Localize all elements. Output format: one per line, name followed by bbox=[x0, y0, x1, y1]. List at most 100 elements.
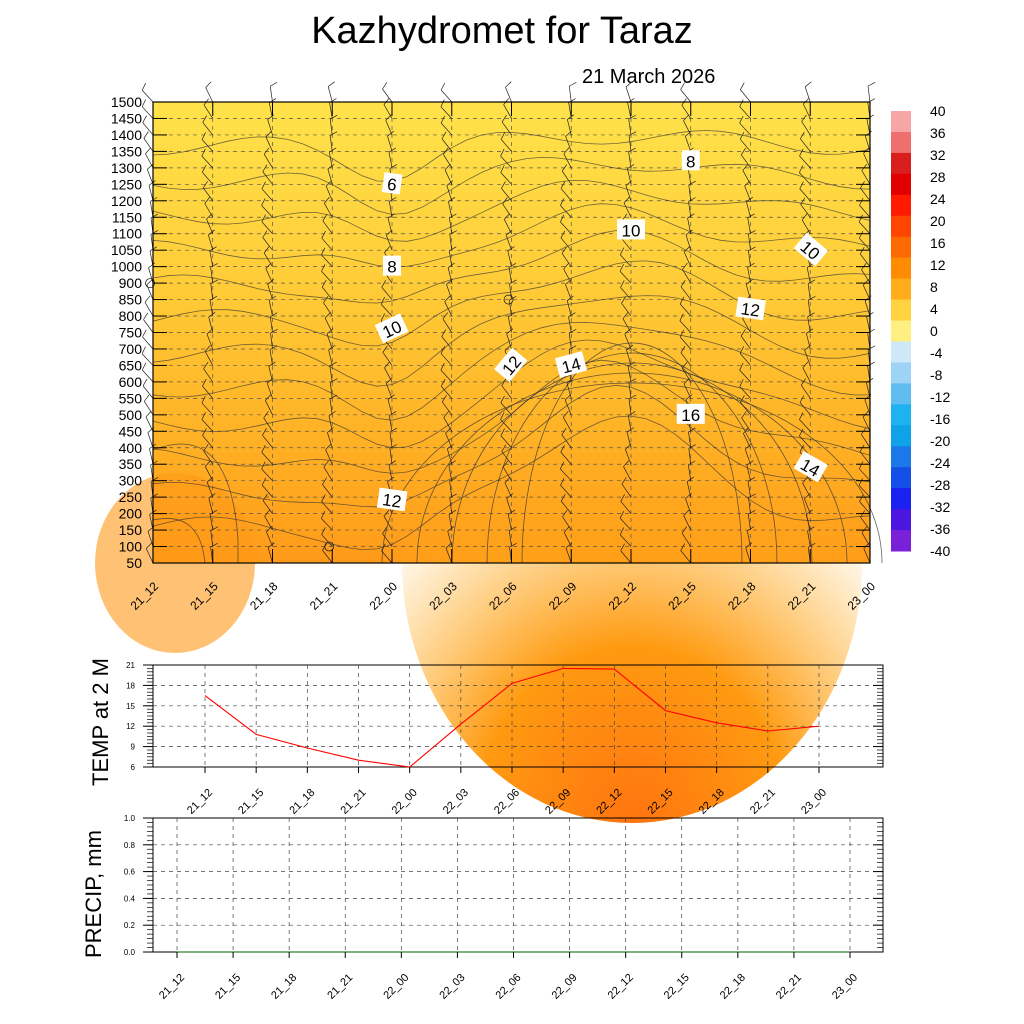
wind-barb-flag bbox=[208, 312, 216, 318]
wind-barb-flag bbox=[141, 99, 146, 107]
wind-barb-flag bbox=[800, 131, 805, 140]
wind-barb-shaft bbox=[801, 219, 811, 234]
y-tick-label: 0.4 bbox=[124, 894, 136, 903]
wind-barb-shaft bbox=[262, 435, 273, 448]
wind-barb-flag bbox=[321, 279, 327, 288]
wind-barb-shaft bbox=[448, 464, 453, 481]
wind-barb-shaft bbox=[627, 366, 632, 382]
y-tick-label: 250 bbox=[119, 489, 143, 505]
wind-barb-shaft bbox=[861, 434, 871, 448]
wind-barb-flag bbox=[623, 460, 629, 467]
wind-barb-flag bbox=[324, 196, 330, 204]
wind-barb-shaft bbox=[445, 547, 453, 564]
wind-barb-flag bbox=[508, 509, 516, 515]
wind-barb-shaft bbox=[444, 169, 453, 185]
colorbar-label: -12 bbox=[930, 389, 950, 405]
wind-barb-shaft bbox=[262, 500, 273, 514]
wind-barb-flag bbox=[628, 114, 636, 120]
wind-barb-shaft bbox=[387, 135, 393, 152]
wind-barb-shaft bbox=[267, 284, 273, 300]
wind-barb-shaft bbox=[327, 86, 333, 103]
wind-barb-shaft bbox=[742, 170, 751, 185]
wind-barb-flag bbox=[688, 444, 697, 449]
wind-barb-flag bbox=[501, 444, 507, 452]
y-tick-label: 1250 bbox=[111, 176, 142, 192]
contour-label: 10 bbox=[617, 219, 645, 240]
wind-barb-shaft bbox=[508, 300, 512, 317]
colorbar-label: -20 bbox=[930, 433, 950, 449]
wind-barb-flag bbox=[619, 527, 624, 535]
wind-barb-shaft bbox=[208, 316, 214, 333]
wind-barb-flag bbox=[269, 295, 277, 301]
wind-barb-flag bbox=[800, 197, 806, 205]
wind-barb-flag bbox=[501, 115, 507, 123]
wind-barb-shaft bbox=[444, 301, 453, 317]
wind-barb-shaft bbox=[506, 498, 512, 514]
contour-line bbox=[152, 359, 871, 474]
wind-barb-shaft bbox=[321, 501, 333, 514]
colorbar-label: -16 bbox=[930, 411, 950, 427]
wind-barb-shaft bbox=[267, 547, 273, 564]
wind-barb-shaft bbox=[505, 234, 512, 251]
wind-barb-shaft bbox=[261, 468, 273, 481]
wind-barb-flag bbox=[628, 147, 636, 153]
wind-barb-shaft bbox=[807, 316, 811, 333]
wind-barb-shaft bbox=[683, 383, 692, 399]
wind-barb-shaft bbox=[147, 531, 154, 547]
wind-barb-flag bbox=[142, 115, 147, 123]
wind-barb-flag bbox=[387, 213, 395, 219]
wind-barb-shaft bbox=[681, 104, 692, 119]
wind-barb-flag bbox=[384, 246, 390, 253]
y-tick-label: 700 bbox=[119, 341, 143, 357]
wind-barb-shaft bbox=[624, 334, 632, 350]
wind-barb-flag bbox=[504, 344, 511, 352]
wind-barb-flag bbox=[264, 509, 270, 517]
wind-barb-shaft bbox=[440, 369, 453, 383]
contour-line bbox=[152, 295, 871, 387]
wind-barbs bbox=[141, 81, 876, 564]
wind-barb-shaft bbox=[620, 550, 632, 564]
wind-barb-flag bbox=[808, 296, 816, 301]
colorbar-segment bbox=[891, 362, 911, 384]
wind-barb-shaft bbox=[799, 155, 811, 169]
wind-barb-flag bbox=[262, 428, 267, 436]
wind-barb-flag bbox=[807, 526, 815, 532]
wind-barb-flag bbox=[688, 180, 696, 186]
x-tick-label: 21_12 bbox=[185, 787, 215, 817]
wind-barb-flag bbox=[560, 198, 565, 206]
wind-barb-shaft bbox=[382, 533, 393, 547]
wind-barb-flag bbox=[441, 131, 447, 139]
wind-barb-shaft bbox=[201, 155, 214, 169]
wind-barb-shaft bbox=[264, 515, 273, 531]
wind-barb-shaft bbox=[861, 532, 871, 547]
wind-barb-shaft bbox=[858, 221, 871, 234]
wind-barb-flag bbox=[382, 526, 388, 534]
wind-barb-flag bbox=[683, 114, 690, 121]
wind-barb-flag bbox=[262, 230, 268, 238]
wind-barb-flag bbox=[862, 410, 869, 418]
wind-barb-flag bbox=[266, 377, 274, 384]
y-tick-label: 0.2 bbox=[124, 921, 136, 930]
wind-barb-flag bbox=[269, 345, 278, 350]
colorbar-segment bbox=[891, 320, 911, 342]
wind-barb-flag bbox=[267, 542, 275, 548]
chart-title: Kazhydromet for Taraz bbox=[311, 10, 693, 52]
colorbar-label: -28 bbox=[930, 477, 950, 493]
wind-barb-flag bbox=[563, 147, 570, 154]
wind-barb-shaft bbox=[563, 532, 572, 547]
wind-barb-flag bbox=[688, 427, 696, 433]
wind-barb-flag bbox=[680, 345, 686, 353]
wind-barb-shaft bbox=[561, 170, 572, 185]
wind-barb-shaft bbox=[687, 464, 692, 481]
x-tick-label: 22_09 bbox=[550, 972, 580, 1002]
wind-barb-shaft bbox=[807, 300, 811, 317]
wind-barb-flag bbox=[801, 213, 808, 221]
wind-barb-shaft bbox=[625, 185, 632, 201]
wind-barb-shaft bbox=[688, 431, 692, 448]
colorbar-label: 32 bbox=[930, 147, 946, 163]
wind-barb-shaft bbox=[208, 498, 214, 514]
wind-barb-flag bbox=[859, 230, 864, 239]
wind-barb-shaft bbox=[449, 497, 453, 514]
wind-barb-shaft bbox=[210, 267, 214, 284]
precip-y-ticks: 1.0 0.8 0.6 0.4 0.2 0.0 bbox=[124, 814, 883, 957]
